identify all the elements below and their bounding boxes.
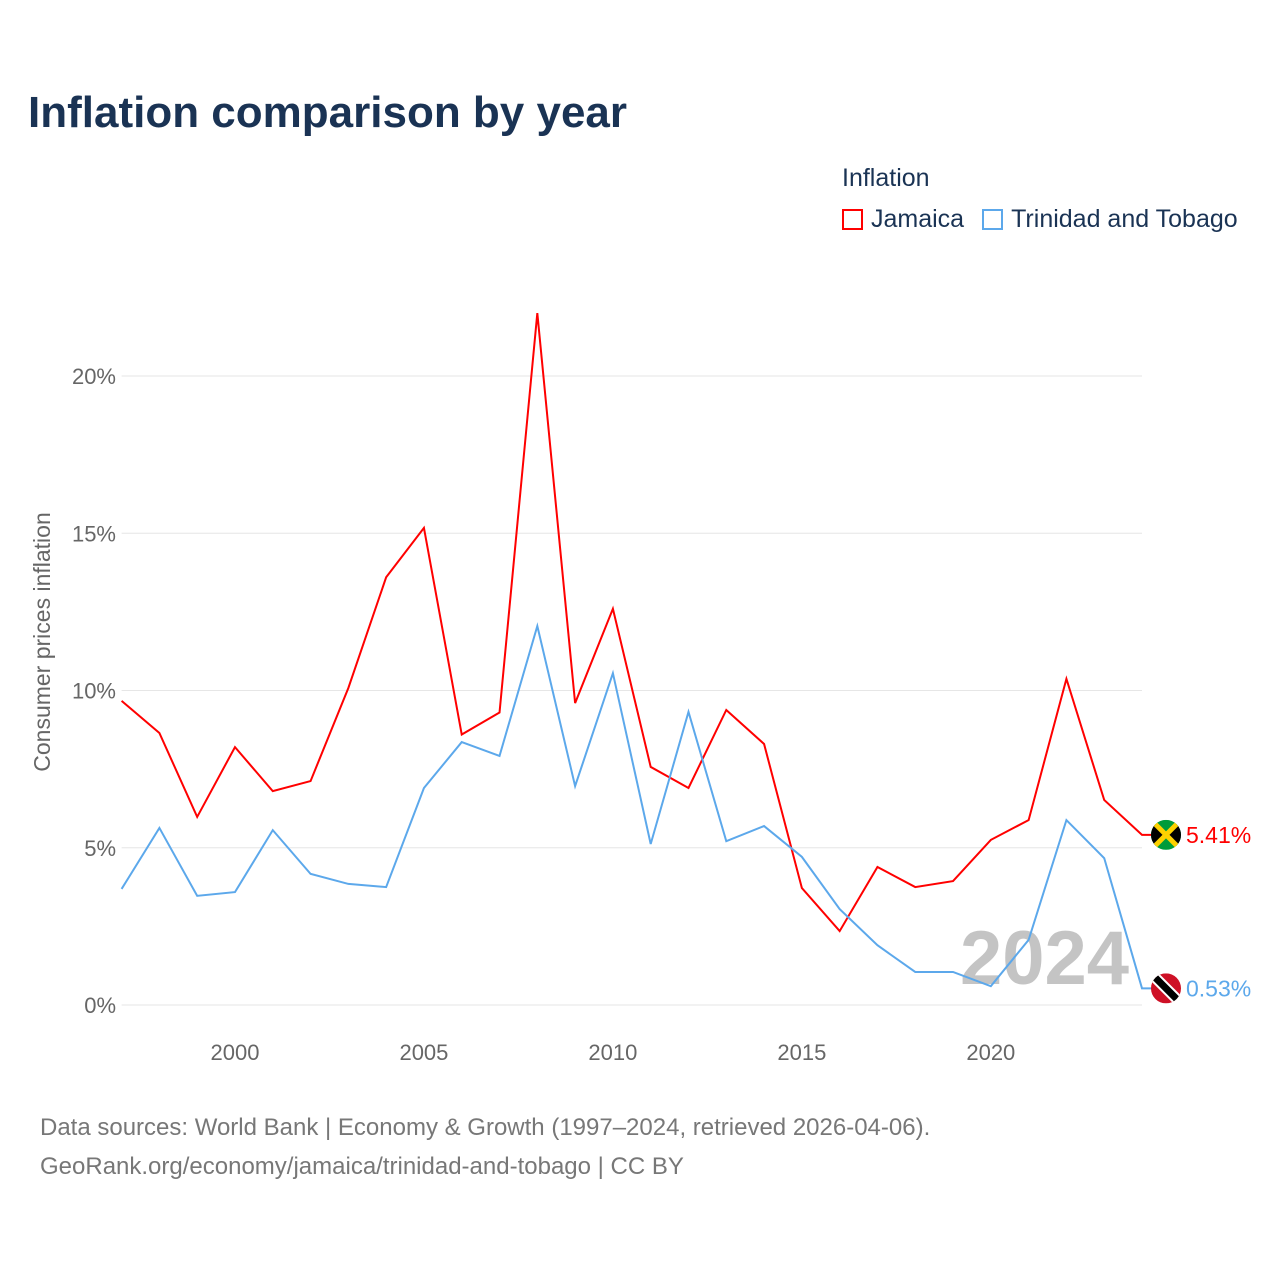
x-tick-label: 2020: [966, 1040, 1015, 1065]
legend-item-trinidad[interactable]: Trinidad and Tobago: [982, 205, 1238, 234]
legend-swatch: [842, 209, 863, 230]
footer-sources: Data sources: World Bank | Economy & Gro…: [40, 1114, 931, 1141]
y-tick-label: 20%: [72, 364, 116, 389]
watermark-year: 2024: [960, 916, 1129, 1001]
legend-label: Jamaica: [871, 205, 965, 233]
end-value-label: 5.41%: [1186, 822, 1251, 848]
trinidad-flag-icon: [1151, 973, 1181, 1004]
y-tick-label: 5%: [84, 836, 116, 861]
legend: Jamaica Trinidad and Tobago: [842, 205, 1256, 234]
page-title: Inflation comparison by year: [28, 88, 628, 137]
y-tick-label: 15%: [72, 521, 116, 546]
x-tick-label: 2005: [399, 1040, 448, 1065]
end-value-label: 0.53%: [1186, 975, 1251, 1001]
y-tick-label: 10%: [72, 679, 116, 704]
series-line-0: [120, 313, 1152, 933]
x-tick-label: 2000: [211, 1040, 260, 1065]
jamaica-flag-icon: [1151, 819, 1181, 850]
series-line-1: [120, 622, 1152, 990]
legend-swatch: [982, 209, 1004, 230]
x-tick-label: 2010: [588, 1040, 637, 1065]
y-tick-label: 0%: [84, 993, 116, 1018]
footer-link[interactable]: GeoRank.org/economy/jamaica/trinidad-and…: [40, 1153, 684, 1180]
legend-label: Trinidad and Tobago: [1011, 205, 1238, 233]
legend-title: Inflation: [842, 164, 930, 192]
legend-item-jamaica[interactable]: Jamaica: [842, 205, 964, 234]
y-axis-label: Consumer prices inflation: [29, 512, 55, 772]
footer: Data sources: World Bank | Economy & Gro…: [40, 1108, 930, 1186]
x-tick-label: 2015: [777, 1040, 826, 1065]
